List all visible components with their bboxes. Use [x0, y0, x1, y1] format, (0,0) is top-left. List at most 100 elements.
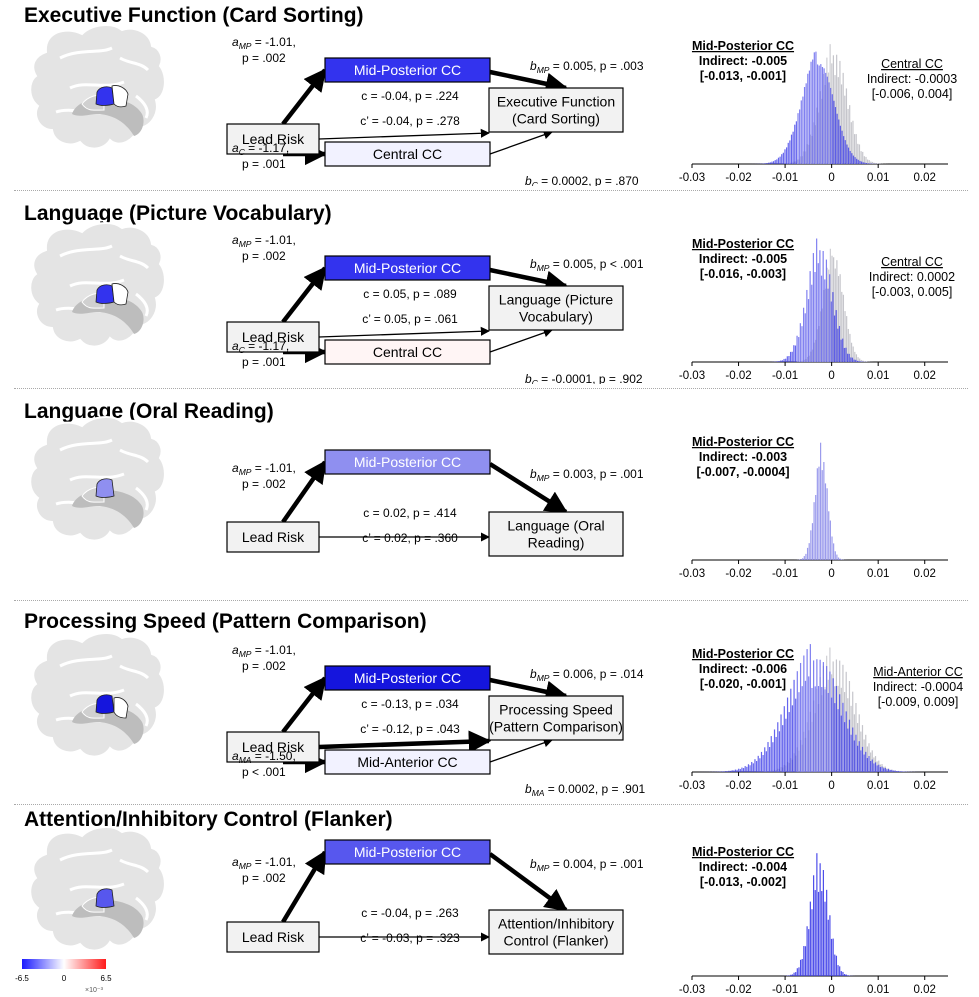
brain-sagittal-icon [29, 24, 166, 150]
mediator-box: Mid-Posterior CC [324, 839, 491, 865]
x-tick-label: -0.02 [725, 172, 751, 184]
outcome-box-label: Reading) [528, 535, 585, 551]
panel-title: Attention/Inhibitory Control (Flanker) [24, 808, 393, 831]
predictor-box-label: Lead Risk [242, 131, 305, 147]
ci2-indirect: Indirect: -0.0003 [867, 72, 957, 86]
outcome-box: Executive Function(Card Sorting) [488, 87, 624, 133]
a-path-p-label: p = .002 [242, 249, 286, 263]
ci-name: Mid-Posterior CC [692, 845, 794, 859]
ci-indirect: Indirect: -0.005 [699, 54, 787, 68]
x-tick-label: -0.01 [772, 172, 798, 184]
outcome-box-label: Executive Function [497, 94, 615, 110]
ci-name: Mid-Posterior CC [692, 237, 794, 251]
ci-interval: [-0.013, -0.002] [700, 875, 786, 889]
ci2-interval: [-0.009, 0.009] [878, 695, 959, 709]
predictor-box: Lead Risk [226, 123, 320, 155]
predictor-box-label: Lead Risk [242, 529, 305, 545]
ci-interval: [-0.007, -0.0004] [696, 465, 789, 479]
x-tick-label: 0.01 [867, 370, 889, 382]
panel-graphic: Lead Risk Mid-Posterior CC Language (OralR… [29, 416, 948, 580]
mediation-panel: Executive Function (Card Sorting) Lead Ri… [0, 0, 979, 191]
panel-title: Executive Function (Card Sorting) [24, 4, 364, 27]
x-tick-label: -0.03 [679, 370, 705, 382]
indirect-effect-histogram: -0.03 -0.02 -0.01 0 0.01 0.02 [679, 637, 948, 792]
predictor-box: Lead Risk [226, 921, 320, 953]
indirect-effect-histogram: -0.03 -0.02 -0.01 0 0.01 0.02 [679, 29, 948, 184]
mid-posterior-region [95, 478, 115, 498]
indirect-effect-histogram: -0.03 -0.02 -0.01 0 0.01 0.02 [679, 853, 948, 996]
ci2-indirect: Indirect: 0.0002 [869, 270, 955, 284]
predictor-box-label: Lead Risk [242, 739, 305, 755]
mediator-box-label: Mid-Posterior CC [354, 844, 461, 860]
mediator-box-label: Mid-Posterior CC [354, 62, 461, 78]
c-total-label: c = -0.04, p = .263 [361, 906, 459, 920]
ci-indirect: Indirect: -0.004 [699, 860, 787, 874]
outcome-box-label: (Card Sorting) [512, 111, 600, 127]
ci-indirect: Indirect: -0.003 [699, 450, 787, 464]
indirect-effect-histogram: -0.03 -0.02 -0.01 0 0.01 0.02 [679, 442, 948, 580]
x-tick-label: -0.01 [772, 780, 798, 792]
b-path-label: bMP = 0.006, p = .014 [530, 667, 644, 683]
x-tick-label: -0.02 [725, 370, 751, 382]
a2-path-p-label: p = .001 [242, 157, 286, 171]
ci2-indirect: Indirect: -0.0004 [873, 680, 963, 694]
a2-path-p-label: p < .001 [242, 765, 286, 779]
mediation-panel: Processing Speed (Pattern Comparison) Lea… [0, 608, 979, 805]
mid-posterior-region [95, 284, 115, 304]
second-mediator-distribution [790, 248, 874, 362]
mediation-diagram: Lead Risk Mid-Posterior CC Attention/Inhib… [226, 839, 644, 955]
a-path-p-label: p = .002 [242, 659, 286, 673]
predictor-box-label: Lead Risk [242, 329, 305, 345]
panel-divider [14, 388, 968, 389]
a-path-label: aMP = -1.01, [232, 35, 296, 51]
outcome-box-label: Language (Oral [507, 518, 604, 534]
mid-posterior-region [95, 694, 115, 714]
x-tick-label: -0.03 [679, 984, 705, 996]
x-tick-label: 0.02 [914, 568, 936, 580]
second-mediator-box: Central CC [324, 141, 491, 167]
panel-divider [14, 804, 968, 805]
a-path-label: aMP = -1.01, [232, 461, 296, 477]
panel-divider [14, 600, 968, 601]
b-path-label: bMP = 0.005, p < .001 [530, 257, 644, 273]
x-tick-label: -0.02 [725, 568, 751, 580]
x-tick-label: 0.01 [867, 568, 889, 580]
outcome-box-label: Vocabulary) [519, 309, 593, 325]
outcome-box: Processing Speed(Pattern Comparison) [488, 695, 624, 741]
second-mediator-box: Mid-Anterior CC [324, 749, 491, 775]
x-tick-label: 0.02 [914, 780, 936, 792]
panel-graphic: Lead Risk Mid-Posterior CC Central CC Langu… [29, 222, 955, 384]
second-mediator-region [113, 697, 129, 719]
a-path-p-label: p = .002 [242, 477, 286, 491]
brain-sagittal-icon [29, 632, 166, 758]
x-tick-label: 0 [828, 780, 834, 792]
mid-posterior-distribution [780, 853, 855, 976]
x-tick-label: 0.02 [914, 172, 936, 184]
mediator-box: Mid-Posterior CC [324, 449, 491, 475]
second-mediator-region [111, 85, 129, 108]
x-tick-label: -0.01 [772, 984, 798, 996]
a2-path-p-label: p = .001 [242, 355, 286, 369]
c-direct-label: c’ = 0.02, p = .360 [362, 531, 458, 545]
predictor-box: Lead Risk [226, 521, 320, 553]
c-total-label: c = -0.04, p = .224 [361, 89, 459, 103]
mid-posterior-distribution [765, 238, 872, 362]
ci-indirect: Indirect: -0.005 [699, 252, 787, 266]
b-path-label: bMP = 0.004, p = .001 [530, 857, 644, 873]
mediator-box-label: Mid-Posterior CC [354, 670, 461, 686]
mediation-panel: Attention/Inhibitory Control (Flanker) Le… [0, 806, 979, 997]
predictor-box-label: Lead Risk [242, 929, 305, 945]
x-tick-label: 0 [828, 984, 834, 996]
a2-path-label: aC = -1.17, [232, 141, 289, 157]
mediation-panel: Language (Picture Vocabulary) Lead Risk Mi… [0, 198, 979, 389]
c-direct-label: c’ = -0.04, p = .278 [360, 114, 460, 128]
second-mediator-region [111, 283, 129, 306]
ci-name: Mid-Posterior CC [692, 39, 794, 53]
